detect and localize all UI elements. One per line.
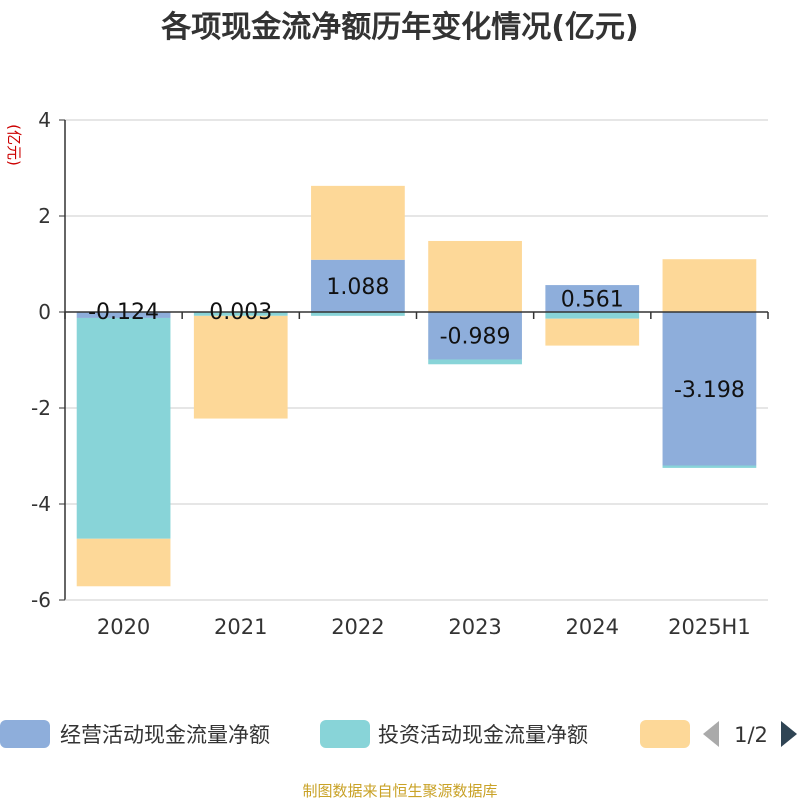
legend-swatch-2[interactable]	[640, 720, 690, 748]
x-tick-label: 2022	[331, 615, 384, 639]
bar-2025H1-series-2	[662, 259, 757, 312]
y-tick-label: -2	[31, 396, 51, 420]
chart-title: 各项现金流净额历年变化情况(亿元)	[160, 10, 638, 45]
x-tick-label: 2024	[566, 615, 619, 639]
bar-2020-series-0	[76, 312, 171, 318]
legend-page-indicator: 1/2	[734, 723, 768, 747]
axes	[59, 119, 769, 601]
legend: 经营活动现金流量净额 投资活动现金流量净额 1/2	[0, 720, 797, 748]
data-label-2021: 0.003	[209, 300, 272, 325]
source-note: 制图数据来自恒生聚源数据库	[302, 782, 497, 800]
data-label-2022: 1.088	[326, 275, 389, 300]
bar-2021-series-1	[193, 312, 288, 316]
x-tick-label: 2025H1	[668, 615, 751, 639]
bar-2022-series-2	[311, 185, 405, 260]
bar-2025H1-series-1	[662, 465, 757, 468]
bar-2022-series-1	[311, 312, 405, 316]
y-tick-label: 2	[38, 204, 51, 228]
legend-swatch-1[interactable]	[320, 720, 370, 748]
bar-2024-series-1	[545, 312, 640, 319]
x-tick-label: 2023	[448, 615, 501, 639]
bar-2023-series-2	[428, 240, 522, 312]
y-tick-label: -4	[31, 492, 51, 516]
y-tick-label: 0	[38, 300, 51, 324]
data-label-2025H1: -3.198	[674, 378, 745, 403]
y-tick-label: -6	[31, 588, 51, 612]
legend-prev-page-icon[interactable]	[703, 721, 719, 747]
x-tick-label: 2021	[214, 615, 267, 639]
legend-label-1[interactable]: 投资活动现金流量净额	[378, 723, 588, 747]
bar-2021-series-2	[193, 315, 288, 419]
bar-2020-series-1	[76, 317, 171, 539]
data-label-2024: 0.561	[561, 288, 624, 313]
legend-swatch-0[interactable]	[0, 720, 50, 748]
y-axis-label: (亿元)	[5, 124, 23, 166]
data-label-2020: -0.124	[88, 300, 159, 325]
bar-2024-series-0	[545, 285, 640, 312]
bar-2023-series-1	[428, 359, 522, 365]
data-label-2023: -0.989	[440, 325, 511, 350]
bars	[76, 185, 757, 587]
legend-label-0[interactable]: 经营活动现金流量净额	[60, 723, 270, 747]
x-tick-label: 2020	[97, 615, 150, 639]
bar-2025H1-series-0	[662, 312, 757, 466]
tick-labels: 4 2 0 -2 -4 -6 2020 2021 2022 2023 2024 2025H1	[31, 108, 751, 639]
data-labels: -0.124 0.003 1.088 -0.989 0.561 -3.198	[88, 275, 745, 403]
legend-next-page-icon[interactable]	[781, 721, 797, 747]
bar-2020-series-2	[76, 538, 171, 587]
bar-2024-series-2	[545, 318, 640, 346]
y-tick-label: 4	[38, 108, 51, 132]
bar-2022-series-0	[311, 259, 405, 312]
bar-2023-series-0	[428, 312, 522, 360]
